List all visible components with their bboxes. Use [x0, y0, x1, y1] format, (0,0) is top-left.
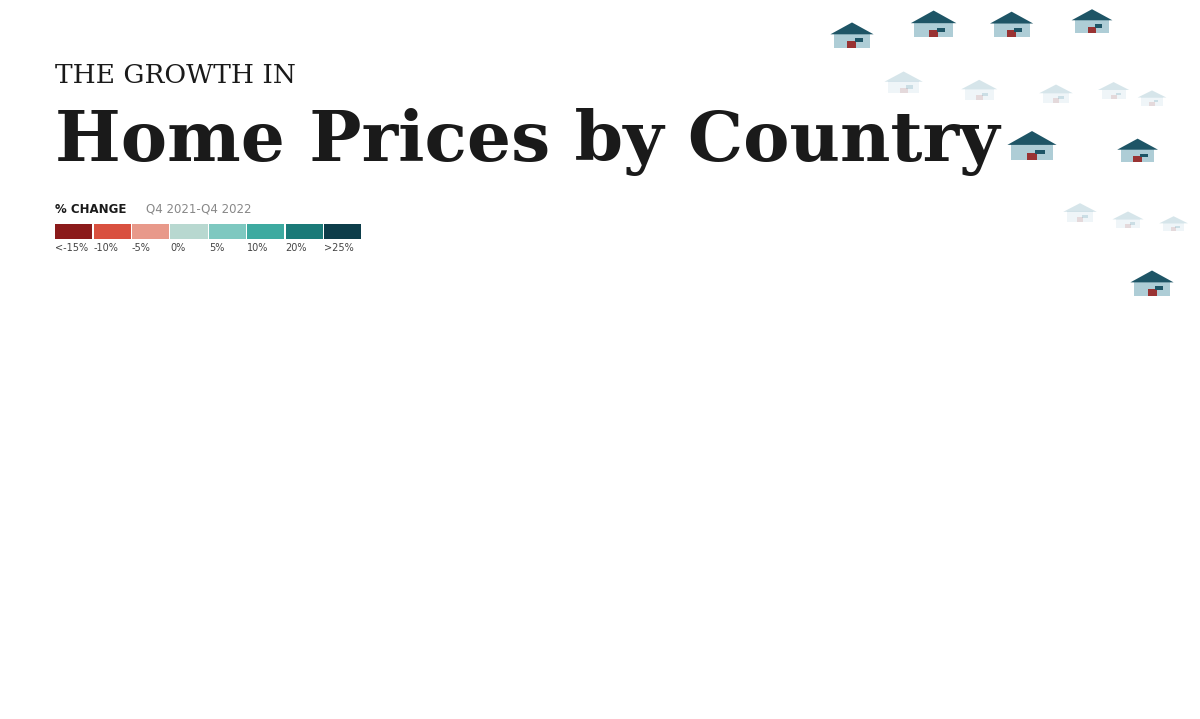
Polygon shape	[1112, 211, 1144, 219]
Text: % CHANGE: % CHANGE	[55, 203, 126, 216]
Text: -10%: -10%	[94, 243, 119, 253]
Bar	[900, 88, 907, 93]
Bar	[1140, 154, 1147, 157]
Bar	[1088, 27, 1097, 33]
Bar	[1116, 219, 1140, 229]
Bar	[1147, 289, 1157, 296]
Bar	[1154, 286, 1163, 290]
Polygon shape	[1138, 91, 1166, 98]
Polygon shape	[1130, 270, 1174, 283]
Text: -5%: -5%	[132, 243, 151, 253]
Bar	[1111, 95, 1117, 99]
Bar	[982, 93, 988, 96]
Bar	[914, 22, 953, 37]
Polygon shape	[884, 71, 923, 82]
Bar	[1126, 224, 1132, 229]
Bar	[1134, 282, 1170, 296]
Polygon shape	[1039, 85, 1073, 93]
Bar	[1163, 223, 1184, 232]
Bar	[976, 95, 983, 100]
Bar	[906, 86, 913, 88]
Bar	[1102, 90, 1126, 99]
Bar	[1171, 227, 1176, 232]
Bar	[847, 41, 857, 47]
Bar	[965, 88, 994, 100]
Bar	[55, 224, 92, 239]
Bar	[834, 34, 870, 47]
Bar	[1027, 153, 1037, 160]
Bar	[1141, 97, 1163, 106]
Bar	[1036, 150, 1045, 154]
Bar	[132, 224, 169, 239]
Bar	[929, 30, 938, 37]
Bar	[994, 23, 1030, 37]
Bar	[1043, 93, 1069, 103]
Polygon shape	[1008, 131, 1056, 145]
Polygon shape	[1072, 9, 1112, 20]
Bar	[1121, 149, 1154, 162]
Bar	[1175, 226, 1180, 228]
Text: 5%: 5%	[209, 243, 224, 253]
Bar	[1150, 101, 1154, 106]
Bar	[1082, 215, 1088, 218]
Text: 0%: 0%	[170, 243, 186, 253]
Polygon shape	[1063, 203, 1097, 212]
Text: Home Prices by Country: Home Prices by Country	[55, 108, 1000, 176]
Text: 10%: 10%	[247, 243, 269, 253]
Text: >25%: >25%	[324, 243, 354, 253]
Polygon shape	[990, 12, 1033, 24]
Bar	[324, 224, 361, 239]
Bar	[209, 224, 246, 239]
Bar	[1116, 93, 1121, 96]
Bar	[937, 27, 946, 32]
Bar	[1075, 19, 1109, 33]
Bar	[170, 224, 208, 239]
Bar	[1094, 24, 1102, 28]
Bar	[247, 224, 284, 239]
Text: Q4 2021-Q4 2022: Q4 2021-Q4 2022	[146, 203, 252, 216]
Bar	[888, 81, 919, 93]
Bar	[1076, 217, 1084, 221]
Bar	[1052, 99, 1060, 103]
Bar	[1010, 144, 1054, 160]
Bar	[94, 224, 131, 239]
Text: 20%: 20%	[286, 243, 307, 253]
Polygon shape	[961, 80, 997, 89]
Bar	[854, 38, 863, 42]
Polygon shape	[911, 11, 956, 23]
Bar	[1058, 96, 1064, 99]
Bar	[286, 224, 323, 239]
Bar	[1007, 30, 1016, 37]
Bar	[1134, 156, 1142, 162]
Bar	[1130, 222, 1135, 225]
Polygon shape	[1117, 139, 1158, 150]
Polygon shape	[830, 22, 874, 35]
Bar	[1153, 100, 1158, 102]
Text: <-15%: <-15%	[55, 243, 89, 253]
Bar	[1067, 211, 1093, 221]
Text: THE GROWTH IN: THE GROWTH IN	[55, 63, 296, 88]
Bar	[1014, 27, 1022, 32]
Polygon shape	[1098, 82, 1129, 90]
Polygon shape	[1159, 216, 1188, 224]
